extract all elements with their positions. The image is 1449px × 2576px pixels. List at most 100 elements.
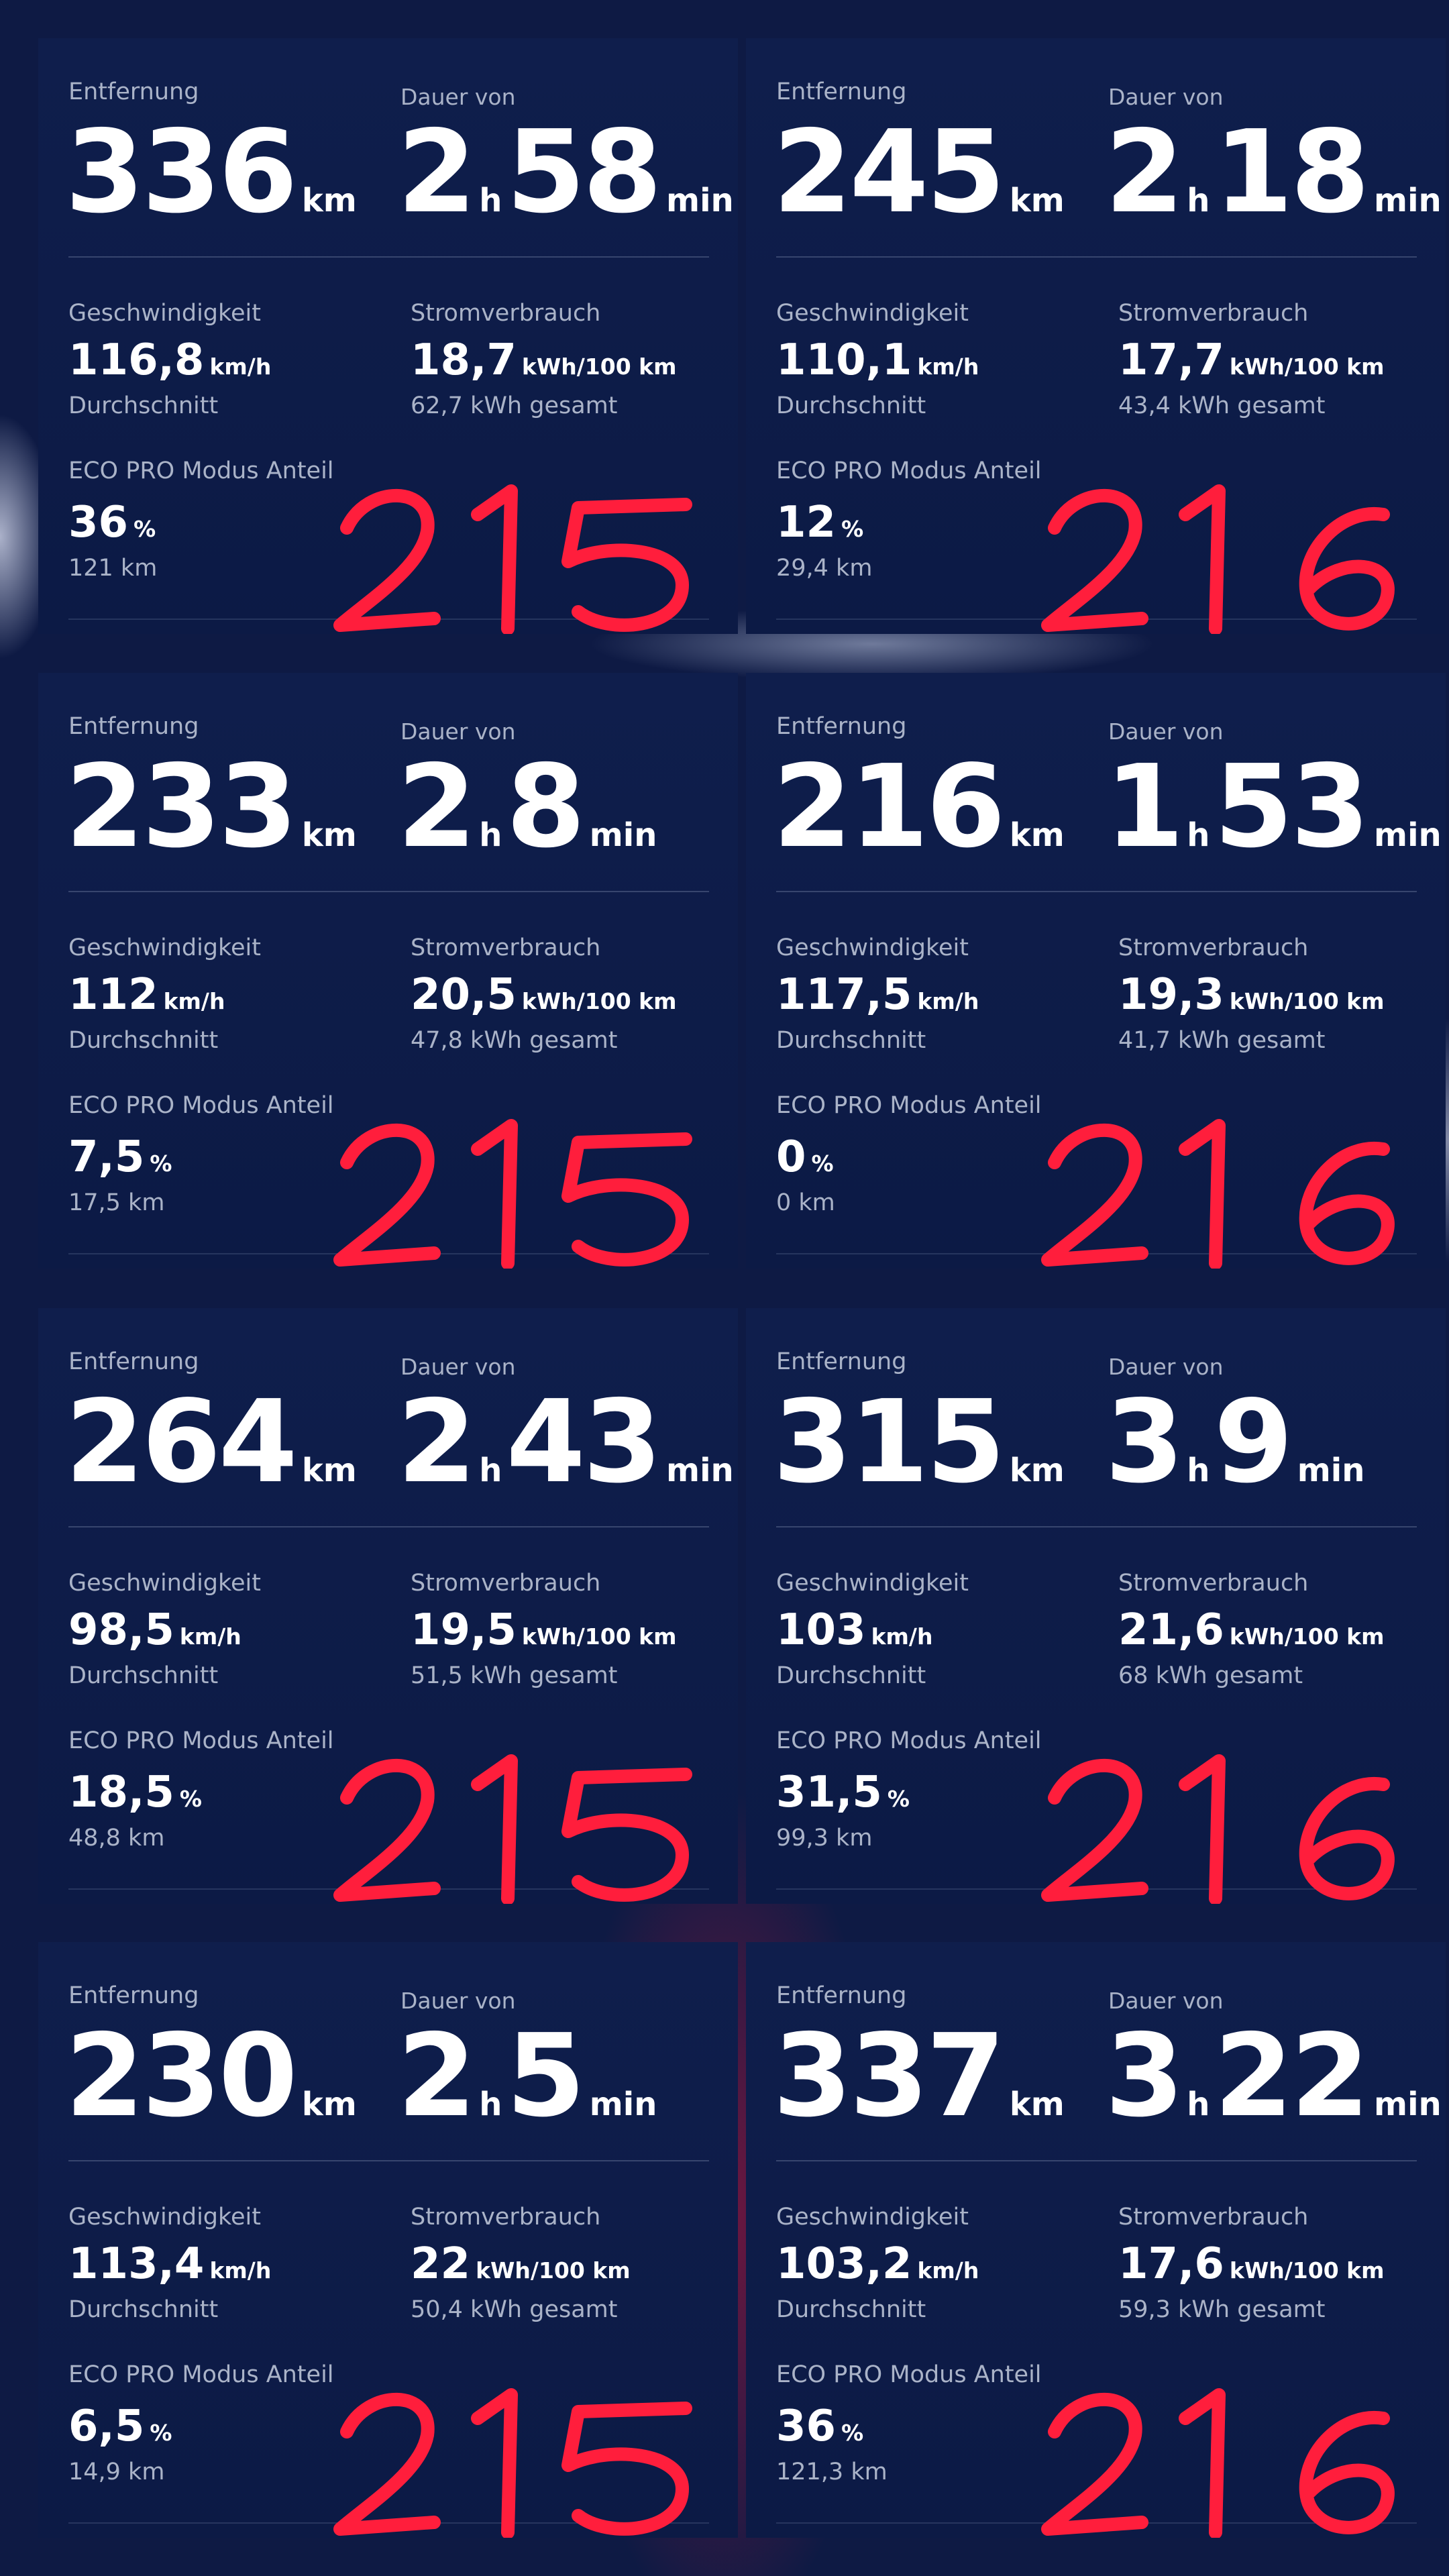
consumption-number: 21,6 bbox=[1118, 1605, 1224, 1655]
eco-percent-number: 0 bbox=[776, 1132, 806, 1182]
speed-value: 110,1 km/h bbox=[776, 339, 979, 382]
distance-number: 233 bbox=[65, 741, 298, 873]
consumption-number: 19,5 bbox=[411, 1605, 517, 1655]
eco-percent-value: 7,5% bbox=[68, 1136, 172, 1179]
trip-card-4: Entfernung Dauer von 216 km 1 h53 min Gesch… bbox=[746, 673, 1446, 1269]
eco-percent-value: 36% bbox=[776, 2405, 863, 2448]
eco-distance: 121 km bbox=[68, 555, 158, 582]
duration-minutes: 18 bbox=[1214, 106, 1370, 239]
distance-unit: km bbox=[1009, 1452, 1065, 1489]
speed-unit: km/h bbox=[179, 1623, 241, 1650]
annotation-digit-2 bbox=[1041, 1758, 1148, 1902]
speed-label: Geschwindigkeit bbox=[68, 1570, 262, 1597]
annotation-digit-1 bbox=[471, 1754, 518, 1904]
trip-card-7: Entfernung Dauer von 230 km 2 h5 min Geschw… bbox=[38, 1942, 738, 2538]
eco-label: ECO PRO Modus Anteil bbox=[68, 1727, 334, 1754]
consumption-number: 17,7 bbox=[1118, 335, 1224, 385]
handwritten-annotation bbox=[1041, 484, 1395, 634]
eco-percent-number: 6,5 bbox=[68, 2402, 145, 2451]
minutes-unit: min bbox=[589, 2086, 657, 2123]
speed-label: Geschwindigkeit bbox=[776, 2204, 969, 2231]
distance-label: Entfernung bbox=[68, 1982, 199, 2009]
duration-label: Dauer von bbox=[400, 1354, 516, 1380]
duration-label: Dauer von bbox=[400, 1988, 516, 2014]
handwritten-annotation bbox=[333, 2388, 692, 2538]
eco-percent-unit: % bbox=[133, 516, 156, 542]
eco-percent-value: 18,5% bbox=[68, 1771, 202, 1814]
distance-label: Entfernung bbox=[68, 713, 199, 740]
consumption-value: 20,5 kWh/100 km bbox=[411, 973, 677, 1016]
minutes-unit: min bbox=[589, 816, 657, 854]
consumption-number: 22 bbox=[411, 2239, 471, 2289]
annotation-digit-1 bbox=[471, 2388, 518, 2538]
minutes-unit: min bbox=[1374, 2086, 1442, 2123]
minutes-unit: min bbox=[1374, 816, 1442, 854]
duration-minutes: 5 bbox=[506, 2010, 585, 2143]
speed-number: 117,5 bbox=[776, 970, 912, 1020]
distance-unit: km bbox=[1009, 182, 1065, 219]
distance-number: 245 bbox=[773, 106, 1006, 239]
eco-percent-unit: % bbox=[150, 2420, 172, 2446]
duration-label: Dauer von bbox=[1108, 84, 1224, 110]
eco-label: ECO PRO Modus Anteil bbox=[68, 2361, 334, 2388]
duration-label: Dauer von bbox=[1108, 718, 1224, 745]
consumption-unit: kWh/100 km bbox=[1229, 354, 1385, 380]
consumption-total: 51,5 kWh gesamt bbox=[411, 1662, 618, 1689]
eco-label: ECO PRO Modus Anteil bbox=[68, 1092, 334, 1119]
distance-label: Entfernung bbox=[68, 78, 199, 105]
eco-percent-unit: % bbox=[887, 1786, 910, 1812]
average-label: Durchschnitt bbox=[776, 2296, 926, 2323]
consumption-total: 59,3 kWh gesamt bbox=[1118, 2296, 1326, 2323]
consumption-label: Stromverbrauch bbox=[1118, 934, 1309, 961]
hours-unit: h bbox=[1187, 816, 1210, 854]
duration-value: 2 h5 min bbox=[397, 2019, 657, 2133]
annotation-digit-3 bbox=[561, 498, 692, 632]
eco-percent-unit: % bbox=[179, 1786, 202, 1812]
duration-value: 2 h18 min bbox=[1105, 115, 1442, 229]
distance-value: 315 km bbox=[773, 1385, 1065, 1499]
eco-label: ECO PRO Modus Anteil bbox=[776, 1092, 1042, 1119]
consumption-unit: kWh/100 km bbox=[521, 988, 677, 1014]
annotation-digit-2 bbox=[1041, 2392, 1148, 2536]
speed-label: Geschwindigkeit bbox=[776, 934, 969, 961]
hours-unit: h bbox=[1187, 1452, 1210, 1489]
divider bbox=[68, 1526, 709, 1527]
annotation-digit-2 bbox=[333, 488, 441, 632]
hours-unit: h bbox=[1187, 182, 1210, 219]
distance-value: 233 km bbox=[65, 750, 357, 864]
consumption-total: 41,7 kWh gesamt bbox=[1118, 1027, 1326, 1054]
average-label: Durchschnitt bbox=[776, 392, 926, 419]
speed-value: 98,5 km/h bbox=[68, 1609, 241, 1652]
consumption-unit: kWh/100 km bbox=[476, 2257, 631, 2284]
divider bbox=[776, 256, 1417, 258]
consumption-total: 43,4 kWh gesamt bbox=[1118, 392, 1326, 419]
speed-number: 116,8 bbox=[68, 335, 205, 385]
duration-minutes: 43 bbox=[506, 1376, 662, 1509]
consumption-value: 22 kWh/100 km bbox=[411, 2243, 631, 2286]
consumption-total: 62,7 kWh gesamt bbox=[411, 392, 618, 419]
duration-hours: 2 bbox=[1105, 106, 1184, 239]
consumption-label: Stromverbrauch bbox=[411, 1570, 601, 1597]
speed-number: 110,1 bbox=[776, 335, 912, 385]
speed-number: 112 bbox=[68, 970, 158, 1020]
distance-value: 264 km bbox=[65, 1385, 357, 1499]
consumption-label: Stromverbrauch bbox=[411, 300, 601, 327]
annotation-digit-2 bbox=[1041, 488, 1148, 632]
consumption-unit: kWh/100 km bbox=[1229, 988, 1385, 1014]
duration-value: 2 h43 min bbox=[397, 1385, 734, 1499]
duration-hours: 1 bbox=[1105, 741, 1184, 873]
eco-distance: 48,8 km bbox=[68, 1825, 165, 1851]
minutes-unit: min bbox=[666, 1452, 734, 1489]
duration-minutes: 9 bbox=[1214, 1376, 1293, 1509]
distance-label: Entfernung bbox=[776, 1982, 907, 2009]
eco-percent-value: 12% bbox=[776, 501, 863, 544]
consumption-value: 19,5 kWh/100 km bbox=[411, 1609, 677, 1652]
duration-label: Dauer von bbox=[1108, 1988, 1224, 2014]
annotation-digit-3 bbox=[561, 2402, 692, 2536]
distance-number: 230 bbox=[65, 2010, 298, 2143]
divider bbox=[68, 2160, 709, 2161]
annotation-digit-1 bbox=[1179, 1119, 1226, 1269]
eco-percent-value: 36% bbox=[68, 501, 156, 544]
distance-value: 216 km bbox=[773, 750, 1065, 864]
